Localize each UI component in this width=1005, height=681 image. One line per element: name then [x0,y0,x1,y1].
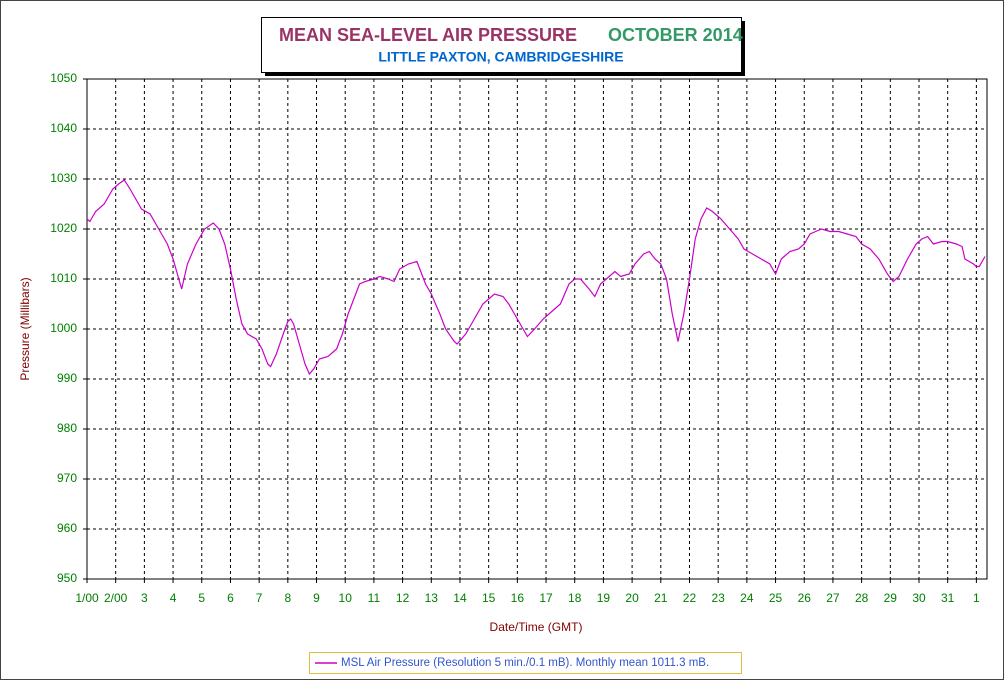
y-tick-label: 1010 [50,271,77,285]
chart-subtitle: LITTLE PAXTON, CAMBRIDGESHIRE [378,49,623,65]
y-tick-label: 950 [57,571,77,585]
x-tick-label: 15 [482,591,496,605]
y-tick-label: 1020 [50,221,77,235]
x-tick-label: 5 [198,591,205,605]
x-tick-label: 8 [284,591,291,605]
y-tick-label: 970 [57,471,77,485]
x-tick-label: 26 [798,591,812,605]
x-tick-label: 10 [339,591,353,605]
x-tick-label: 21 [654,591,668,605]
y-axis-label: Pressure (Millibars) [18,277,32,380]
data-line [86,179,986,376]
x-tick-label: 19 [597,591,611,605]
y-tick-label: 1040 [50,121,77,135]
x-tick-label: 30 [912,591,926,605]
x-tick-label: 2/00 [104,591,128,605]
x-tick-label: 22 [683,591,697,605]
x-tick-label: 7 [256,591,263,605]
legend-box [309,652,742,674]
x-tick-label: 31 [941,591,955,605]
x-tick-label: 20 [625,591,639,605]
x-tick-label: 9 [313,591,320,605]
chart-title: MEAN SEA-LEVEL AIR PRESSURE [279,25,577,45]
y-tick-label: 1030 [50,171,77,185]
x-tick-label: 25 [769,591,783,605]
x-tick-label: 1 [973,591,980,605]
y-tick-label: 990 [57,371,77,385]
x-tick-label: 1/00 [75,591,99,605]
x-tick-label: 12 [396,591,410,605]
y-tick-label: 1050 [50,71,77,85]
x-tick-label: 4 [170,591,177,605]
x-tick-label: 16 [511,591,525,605]
title-box [261,17,742,73]
legend-label: MSL Air Pressure (Resolution 5 min./0.1 … [341,657,709,669]
x-tick-label: 18 [568,591,582,605]
x-tick-label: 17 [539,591,553,605]
x-tick-label: 14 [453,591,467,605]
y-tick-label: 980 [57,421,77,435]
x-tick-label: 28 [855,591,869,605]
x-tick-label: 23 [711,591,725,605]
x-tick-label: 3 [141,591,148,605]
x-axis-label: Date/Time (GMT) [490,620,583,634]
x-tick-label: 27 [826,591,840,605]
x-tick-label: 11 [368,591,381,605]
x-tick-label: 13 [425,591,439,605]
x-tick-label: 24 [740,591,754,605]
x-tick-label: 29 [884,591,898,605]
y-tick-label: 1000 [50,321,77,335]
x-tick-label: 6 [227,591,234,605]
y-tick-label: 960 [57,521,77,535]
chart-title-month: OCTOBER 2014 [608,25,743,45]
